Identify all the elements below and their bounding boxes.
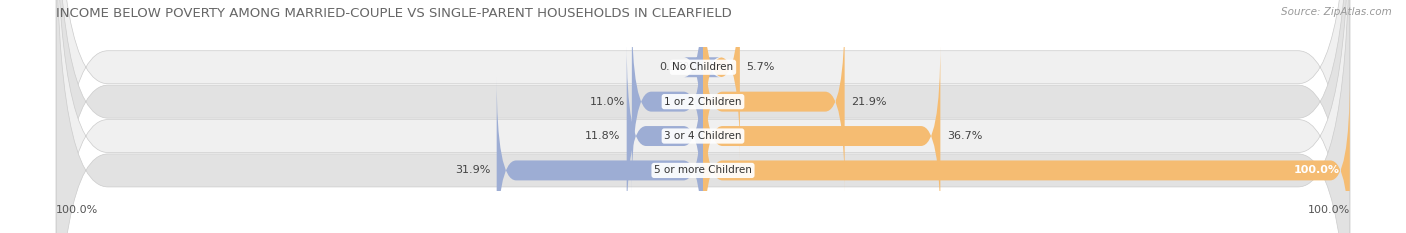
FancyBboxPatch shape [683, 0, 720, 161]
Text: 5.7%: 5.7% [747, 62, 775, 72]
FancyBboxPatch shape [56, 0, 1350, 233]
Text: 100.0%: 100.0% [1294, 165, 1340, 175]
FancyBboxPatch shape [496, 77, 703, 233]
FancyBboxPatch shape [56, 0, 1350, 233]
Text: 3 or 4 Children: 3 or 4 Children [664, 131, 742, 141]
FancyBboxPatch shape [627, 43, 703, 229]
FancyBboxPatch shape [56, 0, 1350, 233]
FancyBboxPatch shape [703, 77, 1350, 233]
Text: 31.9%: 31.9% [454, 165, 491, 175]
Text: 100.0%: 100.0% [1308, 205, 1350, 215]
FancyBboxPatch shape [703, 0, 740, 161]
FancyBboxPatch shape [703, 8, 845, 195]
Text: 100.0%: 100.0% [56, 205, 98, 215]
Text: 5 or more Children: 5 or more Children [654, 165, 752, 175]
FancyBboxPatch shape [631, 8, 703, 195]
Text: 21.9%: 21.9% [851, 97, 887, 107]
Text: Source: ZipAtlas.com: Source: ZipAtlas.com [1281, 7, 1392, 17]
FancyBboxPatch shape [56, 0, 1350, 233]
Text: 11.8%: 11.8% [585, 131, 620, 141]
Text: 0.35%: 0.35% [659, 62, 695, 72]
Text: INCOME BELOW POVERTY AMONG MARRIED-COUPLE VS SINGLE-PARENT HOUSEHOLDS IN CLEARFI: INCOME BELOW POVERTY AMONG MARRIED-COUPL… [56, 7, 733, 20]
FancyBboxPatch shape [703, 43, 941, 229]
Text: 1 or 2 Children: 1 or 2 Children [664, 97, 742, 107]
Text: 36.7%: 36.7% [946, 131, 983, 141]
Text: No Children: No Children [672, 62, 734, 72]
Text: 11.0%: 11.0% [591, 97, 626, 107]
